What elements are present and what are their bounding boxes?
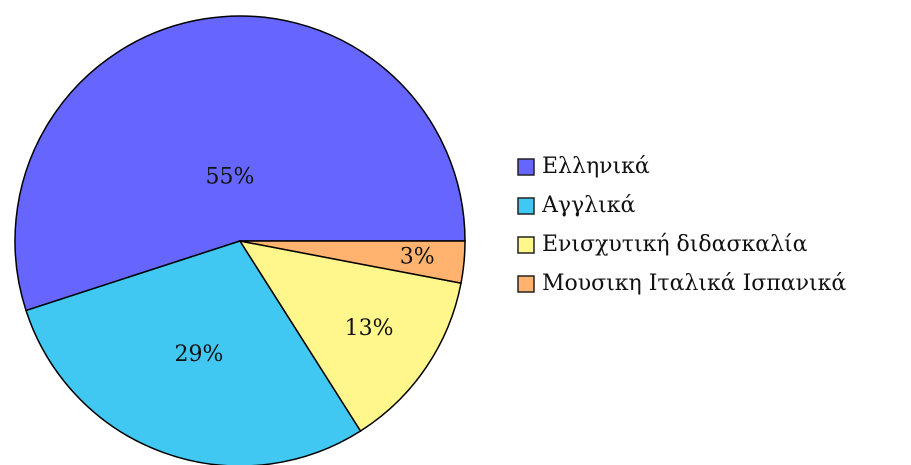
slice-label: 29% <box>174 342 223 367</box>
legend-label: Ελληνικά <box>542 154 650 179</box>
legend-swatch <box>517 158 535 176</box>
slice-label: 3% <box>400 245 435 270</box>
slice-label: 13% <box>345 316 394 341</box>
legend-label: Μουσικη Ιταλικά Ισπανικά <box>542 271 846 296</box>
legend-label: Αγγλικά <box>541 193 636 218</box>
slice-label: 55% <box>205 164 254 189</box>
pie-slice <box>239 240 466 285</box>
pie-slice <box>14 15 466 312</box>
legend-swatch <box>517 236 535 254</box>
legend-swatch <box>517 197 535 215</box>
pie-slice <box>25 240 362 465</box>
legend-swatch <box>517 275 535 293</box>
pie-slice <box>238 239 462 433</box>
legend-label: Ενισχυτική διδασκαλία <box>542 232 808 257</box>
